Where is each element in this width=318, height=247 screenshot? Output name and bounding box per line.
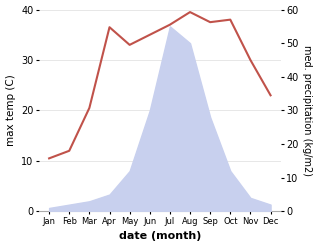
X-axis label: date (month): date (month) [119,231,201,242]
Y-axis label: max temp (C): max temp (C) [5,75,16,146]
Y-axis label: med. precipitation (kg/m2): med. precipitation (kg/m2) [302,45,313,176]
